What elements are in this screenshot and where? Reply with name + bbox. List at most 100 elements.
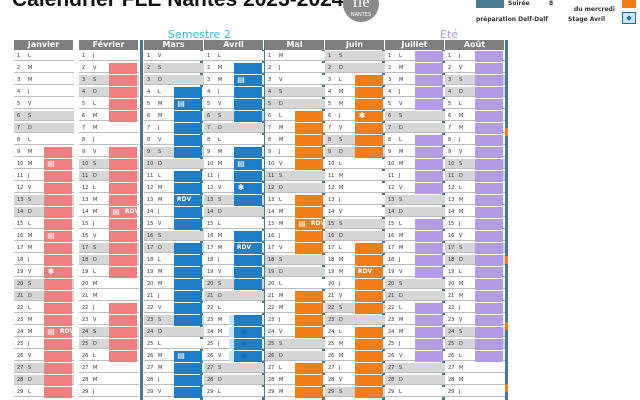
day-entry[interactable] xyxy=(169,327,204,337)
day-entry[interactable] xyxy=(169,159,204,169)
day-entry[interactable] xyxy=(350,195,385,205)
day-entry[interactable] xyxy=(290,75,325,85)
activity-band xyxy=(44,339,72,350)
day-entry[interactable] xyxy=(229,51,264,61)
day-entry[interactable] xyxy=(350,231,385,241)
day-entry[interactable] xyxy=(350,159,385,169)
day-entry[interactable] xyxy=(470,363,505,373)
day-entry[interactable] xyxy=(39,63,74,73)
day-entry[interactable] xyxy=(290,99,325,109)
day-letter: J xyxy=(337,111,350,121)
activity-band xyxy=(44,327,72,338)
star-icon: ✱ xyxy=(237,183,245,192)
day-entry[interactable] xyxy=(104,279,139,289)
day-entry[interactable] xyxy=(290,171,325,181)
day-entry[interactable] xyxy=(39,75,74,85)
activity-band xyxy=(109,339,137,350)
day-number: 1 xyxy=(325,51,337,61)
day-entry[interactable] xyxy=(410,279,445,289)
day-entry[interactable] xyxy=(290,63,325,73)
day-entry[interactable] xyxy=(410,387,445,397)
day-entry[interactable] xyxy=(104,363,139,373)
day-number: 18 xyxy=(204,255,216,265)
day-entry[interactable] xyxy=(410,291,445,301)
day-number: 26 xyxy=(445,351,457,361)
day-entry[interactable] xyxy=(229,387,264,397)
day-entry[interactable] xyxy=(39,135,74,145)
day-entry[interactable] xyxy=(39,111,74,121)
day-entry[interactable] xyxy=(229,207,264,217)
day-entry[interactable] xyxy=(39,87,74,97)
day-entry[interactable] xyxy=(290,183,325,193)
day-entry[interactable] xyxy=(350,183,385,193)
activity-band xyxy=(174,303,202,314)
day-entry[interactable] xyxy=(104,387,139,397)
day-entry[interactable] xyxy=(290,279,325,289)
day-entry[interactable] xyxy=(229,291,264,301)
day-entry[interactable] xyxy=(229,135,264,145)
day-entry[interactable] xyxy=(39,99,74,109)
day-entry[interactable] xyxy=(350,171,385,181)
day-entry[interactable] xyxy=(104,51,139,61)
day-entry[interactable] xyxy=(229,219,264,229)
day-entry[interactable] xyxy=(169,231,204,241)
day-entry[interactable] xyxy=(350,207,385,217)
day-number: 24 xyxy=(265,327,277,337)
day-number: 27 xyxy=(385,363,397,373)
day-entry[interactable] xyxy=(350,63,385,73)
day-entry[interactable] xyxy=(169,63,204,73)
day-letter: M xyxy=(397,159,410,169)
day-entry[interactable] xyxy=(39,123,74,133)
day-entry[interactable] xyxy=(229,363,264,373)
day-entry[interactable] xyxy=(39,51,74,61)
day-number: 25 xyxy=(445,339,457,349)
day-entry[interactable] xyxy=(350,219,385,229)
day-entry[interactable] xyxy=(290,339,325,349)
day-number: 29 xyxy=(385,387,397,397)
day-entry[interactable] xyxy=(104,123,139,133)
book-icon: ▤ xyxy=(47,231,55,240)
activity-band xyxy=(355,87,383,98)
day-entry[interactable] xyxy=(104,135,139,145)
day-entry[interactable] xyxy=(290,267,325,277)
day-entry[interactable] xyxy=(410,123,445,133)
month-header-1: Février xyxy=(79,40,139,50)
day-entry[interactable] xyxy=(290,351,325,361)
activity-band xyxy=(174,351,202,362)
day-entry[interactable] xyxy=(104,375,139,385)
day-entry[interactable] xyxy=(290,255,325,265)
day-letter: L xyxy=(337,327,350,337)
day-letter: S xyxy=(156,63,169,73)
day-entry[interactable] xyxy=(169,51,204,61)
day-entry[interactable] xyxy=(410,207,445,217)
day-entry[interactable] xyxy=(410,195,445,205)
day-entry[interactable] xyxy=(410,111,445,121)
day-entry[interactable] xyxy=(410,375,445,385)
day-letter: M xyxy=(277,51,290,61)
day-entry[interactable] xyxy=(169,339,204,349)
activity-band xyxy=(109,183,137,194)
day-number: 26 xyxy=(265,351,277,361)
day-entry[interactable] xyxy=(470,387,505,397)
day-entry[interactable] xyxy=(410,363,445,373)
day-entry[interactable] xyxy=(229,123,264,133)
day-entry[interactable] xyxy=(350,315,385,325)
day-entry[interactable] xyxy=(290,51,325,61)
activity-band xyxy=(234,111,262,122)
day-letter: V xyxy=(91,231,104,241)
day-entry[interactable] xyxy=(104,291,139,301)
day-number: 14 xyxy=(14,207,26,217)
activity-band xyxy=(109,171,137,182)
day-entry[interactable] xyxy=(290,87,325,97)
day-number: 11 xyxy=(325,171,337,181)
day-entry[interactable] xyxy=(169,75,204,85)
day-number: 23 xyxy=(204,315,216,325)
activity-band xyxy=(109,207,137,218)
day-entry[interactable] xyxy=(350,51,385,61)
activity-band xyxy=(295,147,323,158)
day-entry[interactable] xyxy=(229,303,264,313)
day-entry[interactable] xyxy=(470,375,505,385)
day-letter: M xyxy=(91,363,104,373)
legend-soiree-extra: 8 xyxy=(549,0,554,7)
day-entry[interactable] xyxy=(229,375,264,385)
